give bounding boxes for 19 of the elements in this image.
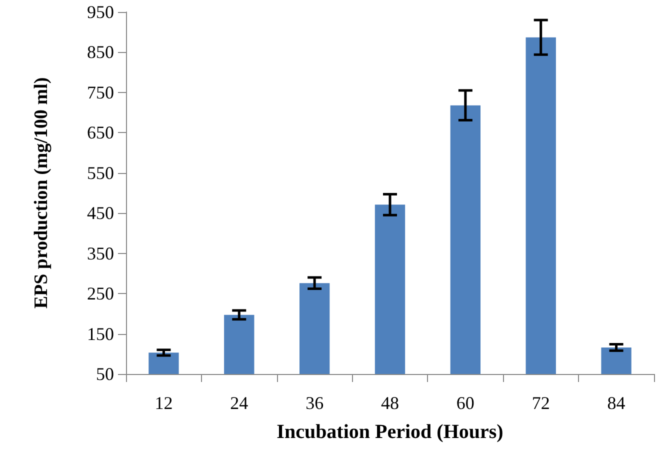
x-tick-label: 24 bbox=[230, 393, 248, 413]
y-tick-label: 850 bbox=[87, 42, 114, 62]
y-tick-label: 250 bbox=[87, 284, 114, 304]
y-tick-label: 650 bbox=[87, 122, 114, 143]
x-tick-label: 12 bbox=[154, 393, 173, 413]
x-axis-title: Incubation Period (Hours) bbox=[276, 421, 504, 443]
x-tick-label: 84 bbox=[607, 393, 626, 413]
y-axis-title: EPS production (mg/100 ml) bbox=[31, 77, 52, 309]
x-tick-label: 36 bbox=[306, 393, 324, 413]
y-tick-label: 350 bbox=[87, 243, 114, 264]
x-tick-label: 48 bbox=[381, 393, 399, 413]
y-tick-label: 550 bbox=[87, 162, 114, 183]
y-tick-label: 950 bbox=[87, 2, 114, 22]
y-tick-label: 50 bbox=[96, 364, 114, 384]
x-tick-label: 60 bbox=[456, 393, 474, 413]
x-tick-label: 72 bbox=[532, 393, 550, 413]
y-tick-label: 750 bbox=[87, 82, 114, 102]
y-tick-label: 450 bbox=[87, 203, 114, 224]
y-tick-label: 150 bbox=[87, 324, 114, 344]
